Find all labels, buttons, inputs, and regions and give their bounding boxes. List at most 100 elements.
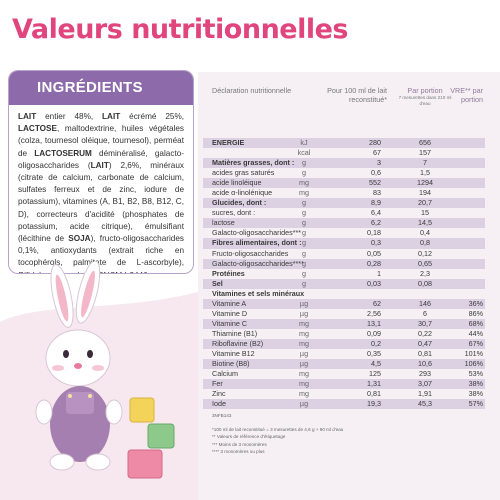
value-per-100ml: 0,3 (371, 238, 381, 248)
value-per-100ml: 67 (373, 148, 381, 158)
value-per-portion: 0,12 (418, 248, 432, 258)
ingredient-text: LACTOSERUM (34, 148, 92, 158)
value-per-portion: 0,22 (418, 328, 432, 338)
value-per-100ml: 1,31 (367, 379, 381, 389)
nutrient-name: Fibres alimentaires, dont : (212, 238, 302, 248)
value-per-portion: 10,6 (418, 359, 432, 369)
unit: g (302, 268, 306, 278)
value-per-100ml: 3 (377, 158, 381, 168)
table-row: Sel g 0,03 0,08 (203, 278, 485, 289)
value-per-100ml: 19,3 (367, 399, 381, 409)
table-row: Galacto-oligosaccharides**** g 0,28 0,65 (203, 258, 485, 269)
ingredients-card: INGRÉDIENTS LAIT entier 48%, LAIT écrémé… (8, 70, 194, 274)
unit: g (302, 278, 306, 288)
value-per-portion: 30,7 (418, 318, 432, 328)
value-per-portion: 656 (419, 138, 431, 147)
value-per-portion: 20,7 (418, 198, 432, 208)
ingredient-text: ), fructo-oligosaccharides 0,1%, antioxy… (18, 234, 184, 268)
table-row: Protéines g 1 2,3 (203, 269, 485, 279)
table-row: acides gras saturés g 0,6 1,5 (203, 168, 485, 178)
value-per-100ml: 2,56 (367, 308, 381, 318)
nutrient-name: Vitamine B12 (212, 348, 255, 358)
value-per-100ml: 280 (369, 138, 381, 147)
nutrient-name: Matières grasses, dont : (212, 158, 295, 168)
table-row: Vitamine A µg 62 146 36% (203, 298, 485, 309)
table-row: Biotine (B8) µg 4,5 10,6 106% (203, 359, 485, 370)
nutrient-name: Protéines (212, 268, 245, 278)
value-per-100ml: 0,6 (371, 168, 381, 178)
unit: mg (299, 379, 309, 389)
table-row: Vitamine C mg 13,1 30,7 68% (203, 318, 485, 329)
value-per-100ml: 0,28 (367, 258, 381, 268)
vre-percent: 106% (464, 359, 483, 369)
unit: µg (299, 298, 309, 308)
table-row: Thiamine (B1) mg 0,09 0,22 44% (203, 329, 485, 339)
nutrient-name: Vitamine C (212, 318, 248, 328)
header-per-portion: Par portion 7 mesurettes dans 210 ml d'ea… (395, 86, 455, 106)
ingredient-text: LAIT (90, 160, 109, 170)
table-row: Zinc mg 0,81 1,91 38% (203, 389, 485, 399)
table-row: lactose g 6,2 14,5 (203, 218, 485, 229)
table-row: Iode µg 19,3 45,3 57% (203, 399, 485, 410)
nutrient-name: Fructo-oligosaccharides (212, 248, 289, 258)
nutrient-name: Vitamines et sels minéraux (212, 288, 305, 298)
unit: kcal (297, 148, 311, 158)
table-row: kcal 67 157 (203, 148, 485, 158)
table-row: Fer mg 1,31 3,07 38% (203, 379, 485, 390)
vre-percent: 86% (468, 308, 483, 318)
table-row: Matières grasses, dont : g 3 7 (203, 158, 485, 169)
unit: mg (299, 318, 309, 328)
table-row: acide linoléique mg 552 1294 (203, 178, 485, 189)
nutrient-name: ENERGIE (212, 138, 245, 147)
value-per-100ml: 1 (377, 268, 381, 278)
header-per-portion-note: 7 mesurettes dans 210 ml d'eau (398, 95, 452, 106)
value-per-portion: 1,91 (418, 389, 432, 399)
ingredient-text: entier 48%, (36, 112, 103, 121)
value-per-100ml: 6,2 (371, 218, 381, 228)
header-vre: VRE** par portion (450, 86, 483, 104)
value-per-portion: 146 (419, 298, 431, 308)
ingredient-text: écrémé 25%, (120, 112, 185, 121)
ingredient-text: SOJA (68, 234, 91, 244)
nutrient-name: Zinc (212, 389, 226, 399)
value-per-portion: 0,4 (420, 228, 430, 238)
vre-percent: 101% (464, 348, 483, 358)
value-per-100ml: 62 (373, 298, 381, 308)
nutrient-name: acides gras saturés (212, 168, 275, 178)
nutrition-table: ENERGIE kJ 280 656 kcal 67 157 Matières grasses… (203, 138, 485, 410)
table-row: Fructo-oligosaccharides g 0,05 0,12 (203, 249, 485, 259)
value-per-portion: 0,47 (418, 338, 432, 348)
nutrient-name: Biotine (B8) (212, 359, 250, 369)
footnotes: 3NFB143 *100 ml de lait reconstitué = 3 … (212, 412, 482, 456)
unit: mg (299, 328, 309, 338)
value-per-100ml: 125 (369, 369, 381, 379)
vre-percent: 38% (468, 389, 483, 399)
value-per-portion: 15 (421, 208, 429, 218)
ingredients-text: LAIT entier 48%, LAIT écrémé 25%, LACTOS… (9, 105, 193, 273)
unit: g (302, 198, 306, 208)
value-per-100ml: 0,09 (367, 328, 381, 338)
nutrient-name: Fer (212, 379, 223, 389)
nutrient-name: lactose (212, 218, 235, 228)
footnote: ** Valeurs de référence d'étiquetage (212, 434, 286, 440)
value-per-100ml: 0,81 (367, 389, 381, 399)
nutrient-name: Thiamine (B1) (212, 328, 258, 338)
unit: g (302, 168, 306, 178)
value-per-portion: 157 (419, 148, 431, 158)
value-per-portion: 45,3 (418, 399, 432, 409)
unit: g (302, 208, 306, 218)
table-row: sucres, dont : g 6,4 15 (203, 208, 485, 218)
unit: µg (299, 308, 309, 318)
ingredient-text: LAIT (102, 112, 121, 121)
table-row: Calcium mg 125 293 53% (203, 369, 485, 379)
footnote: *100 ml de lait reconstitué = 3 mesurett… (212, 426, 344, 432)
product-code: 3NFB143 (212, 413, 232, 418)
unit: g (302, 218, 306, 228)
nutrient-name: Iode (212, 399, 226, 409)
value-per-portion: 14,5 (418, 218, 432, 228)
unit: g (302, 158, 306, 168)
unit: g (302, 258, 306, 268)
value-per-portion: 0,81 (418, 348, 432, 358)
table-row: Vitamine D µg 2,56 6 86% (203, 309, 485, 319)
page-title: Valeurs nutritionnelles (12, 14, 349, 45)
